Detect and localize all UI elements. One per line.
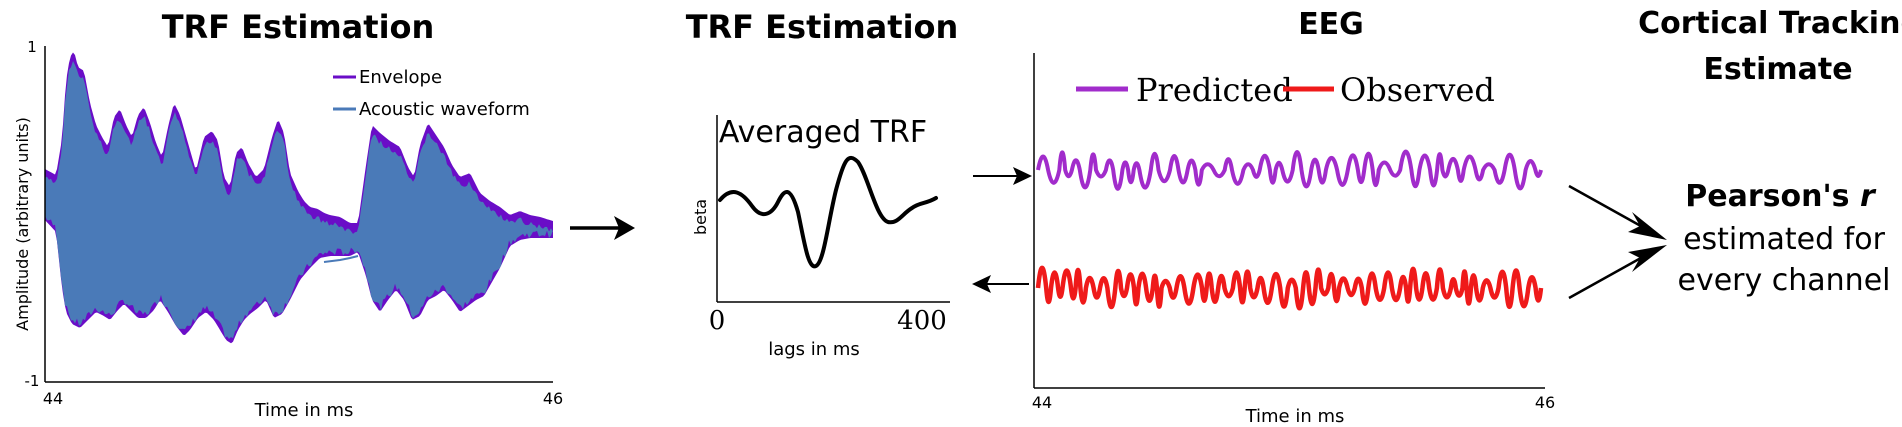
legend-predicted-label: Predicted — [1136, 71, 1293, 109]
panel-cortical-tracking: Cortical Tracking Estimate Pearson's r e… — [1638, 6, 1902, 298]
panel2-title: TRF Estimation — [686, 8, 959, 46]
legend-waveform-label: Acoustic waveform — [359, 99, 530, 120]
averaged-trf-title: Averaged TRF — [719, 115, 927, 150]
eeg-x-tick-right: 46 — [1535, 393, 1555, 412]
panel-trf: TRF Estimation Averaged TRF beta 0 400 l… — [686, 8, 959, 360]
speech-y-tick-top: 1 — [27, 38, 37, 56]
speech-y-tick-bottom: -1 — [25, 372, 40, 390]
panel-speech-signal: TRF Estimation 1 -1 44 46 Time in ms Amp… — [13, 8, 563, 421]
eeg-x-tick-left: 44 — [1032, 393, 1052, 412]
arrow-right-icon — [570, 216, 635, 240]
waveform-baseline-trace — [323, 255, 359, 263]
pearson-line3: every channel — [1677, 263, 1890, 298]
panel4-title-line2: Estimate — [1703, 52, 1852, 87]
panel4-title-line1: Cortical Tracking — [1638, 6, 1902, 41]
pearson-r-label: Pearson's r — [1685, 179, 1877, 214]
arrow-converge-up-icon — [1568, 245, 1667, 300]
acoustic-waveform-area — [45, 61, 553, 339]
arrow-left-small-icon — [972, 275, 1029, 293]
panel3-title: EEG — [1298, 7, 1364, 42]
predicted-eeg-trace — [1036, 149, 1543, 191]
panel-eeg: EEG Predicted Observed 44 46 Time in ms — [1032, 7, 1555, 427]
observed-eeg-trace — [1035, 265, 1544, 311]
speech-y-label: Amplitude (arbitrary units) — [13, 117, 32, 331]
speech-x-label: Time in ms — [254, 400, 354, 421]
speech-plot — [45, 52, 553, 344]
trf-y-label: beta — [691, 199, 710, 235]
averaged-trf-curve — [718, 155, 938, 269]
speech-x-tick-left: 44 — [43, 389, 63, 408]
trf-x-label: lags in ms — [768, 339, 860, 360]
arrow-converge-down-icon — [1568, 184, 1667, 240]
legend-observed-label: Observed — [1340, 71, 1495, 109]
speech-x-tick-right: 46 — [543, 389, 563, 408]
legend-envelope-label: Envelope — [359, 67, 442, 88]
pearson-variable: r — [1860, 179, 1877, 214]
arrow-right-small-icon — [973, 167, 1032, 185]
pearson-prefix: Pearson's — [1685, 179, 1860, 214]
trf-x-tick-left: 0 — [709, 306, 726, 336]
eeg-x-label: Time in ms — [1245, 406, 1345, 427]
trf-x-tick-right: 400 — [897, 306, 947, 336]
panel1-title: TRF Estimation — [162, 8, 435, 46]
pearson-line2: estimated for — [1683, 222, 1886, 257]
